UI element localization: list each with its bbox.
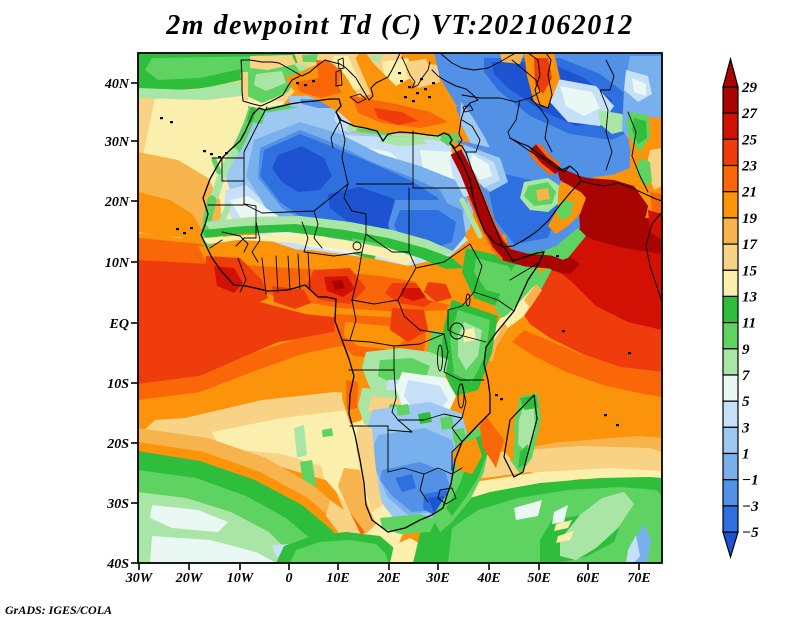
svg-text:60E: 60E [576,571,599,586]
svg-text:2m dewpoint Td (C) VT:20210620: 2m dewpoint Td (C) VT:2021062012 [165,10,633,41]
svg-text:25: 25 [741,132,758,148]
svg-text:−1: −1 [742,473,759,489]
svg-text:30N: 30N [104,135,130,150]
svg-text:20W: 20W [175,571,204,586]
svg-text:20E: 20E [376,571,400,586]
svg-text:3: 3 [741,420,750,436]
svg-text:EQ: EQ [109,317,129,332]
svg-text:11: 11 [742,316,756,332]
svg-text:70E: 70E [627,571,650,586]
svg-text:−3: −3 [742,499,759,515]
svg-text:20N: 20N [104,195,130,210]
svg-text:5: 5 [742,394,750,410]
svg-text:10W: 10W [227,571,255,586]
svg-text:30E: 30E [425,571,449,586]
svg-text:−5: −5 [742,525,759,541]
svg-text:13: 13 [742,289,758,305]
svg-text:9: 9 [742,342,750,358]
svg-text:20S: 20S [106,437,129,452]
svg-text:29: 29 [741,80,758,96]
svg-text:27: 27 [741,106,758,122]
svg-text:21: 21 [741,185,757,201]
svg-text:7: 7 [742,368,750,384]
svg-text:10N: 10N [105,256,130,271]
svg-text:50E: 50E [527,571,550,586]
svg-text:17: 17 [742,237,758,253]
svg-text:10E: 10E [326,571,349,586]
svg-text:1: 1 [742,447,750,463]
svg-text:30W: 30W [125,571,154,586]
svg-text:23: 23 [741,159,758,175]
svg-text:GrADS: IGES/COLA: GrADS: IGES/COLA [5,603,112,617]
svg-text:19: 19 [742,211,758,227]
svg-text:15: 15 [742,263,758,279]
svg-text:0: 0 [286,571,293,586]
svg-text:30S: 30S [106,497,129,512]
svg-text:40N: 40N [104,77,130,92]
svg-text:40S: 40S [106,557,129,572]
svg-text:40E: 40E [476,571,500,586]
svg-text:10S: 10S [107,377,129,392]
